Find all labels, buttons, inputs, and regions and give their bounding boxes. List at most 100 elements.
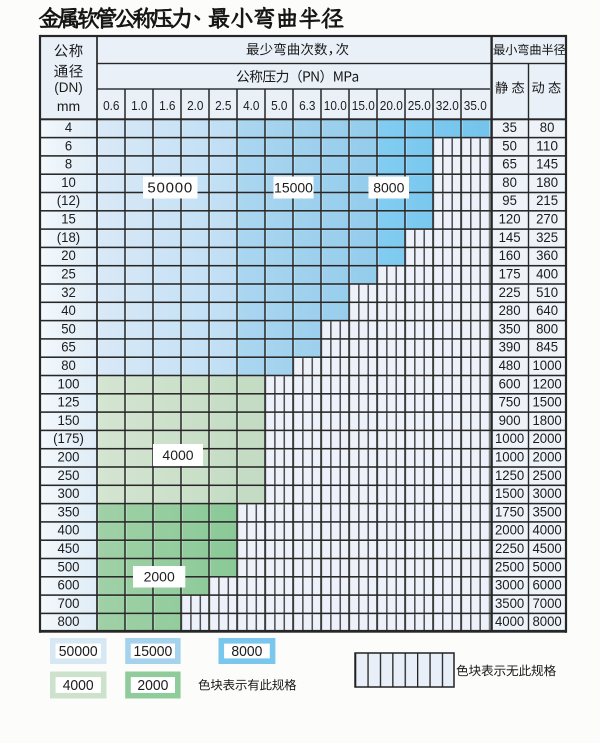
svg-text:0.6: 0.6 [103,98,119,113]
svg-text:50: 50 [61,320,76,336]
svg-text:280: 280 [499,302,521,318]
svg-text:8000: 8000 [231,643,262,660]
svg-text:3500: 3500 [532,503,561,519]
svg-text:7000: 7000 [532,595,561,611]
svg-text:100: 100 [58,375,80,391]
svg-text:200: 200 [58,449,80,465]
svg-text:80: 80 [61,357,76,373]
svg-text:4500: 4500 [532,540,561,556]
svg-text:750: 750 [499,394,521,410]
svg-text:510: 510 [536,284,558,300]
svg-text:480: 480 [499,357,521,373]
svg-text:400: 400 [58,522,80,538]
svg-text:15: 15 [61,211,76,227]
svg-text:800: 800 [58,613,80,629]
svg-text:3500: 3500 [495,595,524,611]
svg-text:15000: 15000 [134,643,173,660]
svg-text:(12): (12) [57,192,80,208]
svg-text:1500: 1500 [532,394,561,410]
svg-text:(18): (18) [57,229,80,245]
svg-text:1800: 1800 [532,412,561,428]
svg-text:2000: 2000 [144,569,175,585]
svg-text:1200: 1200 [532,375,561,391]
svg-text:2500: 2500 [495,558,524,574]
svg-text:20: 20 [61,247,76,263]
svg-text:600: 600 [499,375,521,391]
svg-text:50000: 50000 [147,179,193,196]
svg-text:1250: 1250 [495,467,524,483]
svg-text:2.5: 2.5 [215,98,231,113]
svg-text:mm: mm [57,98,80,114]
svg-text:80: 80 [540,119,555,135]
svg-text:50: 50 [502,137,517,153]
svg-text:(175): (175) [53,430,84,446]
svg-text:3000: 3000 [532,485,561,501]
svg-text:(DN): (DN) [54,80,83,95]
svg-text:8000: 8000 [373,179,404,195]
svg-text:4000: 4000 [495,613,524,629]
svg-text:325: 325 [536,229,558,245]
svg-text:1500: 1500 [495,485,524,501]
svg-text:400: 400 [536,266,558,282]
svg-text:1000: 1000 [532,357,561,373]
svg-text:2000: 2000 [532,449,561,465]
svg-text:2000: 2000 [532,430,561,446]
svg-text:145: 145 [536,156,558,172]
svg-text:5000: 5000 [532,558,561,574]
svg-text:40: 40 [61,302,76,318]
svg-text:125: 125 [58,394,80,410]
svg-text:1750: 1750 [495,503,524,519]
svg-text:65: 65 [61,339,76,355]
svg-text:900: 900 [499,412,521,428]
svg-text:270: 270 [536,211,558,227]
svg-text:80: 80 [502,174,517,190]
svg-text:350: 350 [499,320,521,336]
svg-text:600: 600 [58,577,80,593]
svg-text:1000: 1000 [495,449,524,465]
svg-text:120: 120 [499,211,521,227]
svg-text:640: 640 [536,302,558,318]
svg-text:32.0: 32.0 [436,98,459,113]
svg-text:8: 8 [65,156,72,172]
svg-text:150: 150 [58,412,80,428]
svg-text:10: 10 [61,174,76,190]
svg-text:110: 110 [536,137,558,153]
svg-text:4000: 4000 [532,522,561,538]
svg-text:225: 225 [499,284,521,300]
svg-text:2000: 2000 [137,677,168,694]
svg-text:300: 300 [58,485,80,501]
svg-text:6000: 6000 [532,577,561,593]
svg-text:25: 25 [61,266,76,282]
svg-text:4: 4 [65,119,72,135]
svg-text:450: 450 [58,540,80,556]
svg-text:175: 175 [499,266,521,282]
svg-text:2250: 2250 [495,540,524,556]
svg-text:700: 700 [58,595,80,611]
svg-text:160: 160 [499,247,521,263]
svg-text:32: 32 [61,284,76,300]
svg-text:50000: 50000 [59,643,98,660]
svg-text:35: 35 [502,119,517,135]
svg-text:360: 360 [536,247,558,263]
svg-text:1.0: 1.0 [131,98,147,113]
svg-text:6.3: 6.3 [299,98,315,113]
svg-text:95: 95 [502,192,517,208]
svg-text:500: 500 [58,558,80,574]
svg-text:2500: 2500 [532,467,561,483]
svg-text:15.0: 15.0 [352,98,375,113]
svg-text:180: 180 [536,174,558,190]
svg-text:3000: 3000 [495,577,524,593]
svg-text:215: 215 [536,192,558,208]
svg-text:4000: 4000 [162,447,193,463]
svg-text:25.0: 25.0 [408,98,431,113]
svg-text:1000: 1000 [495,430,524,446]
svg-text:35.0: 35.0 [464,98,487,113]
svg-text:350: 350 [58,503,80,519]
svg-text:2000: 2000 [495,522,524,538]
svg-text:4000: 4000 [63,677,94,694]
svg-text:8000: 8000 [532,613,561,629]
svg-text:5.0: 5.0 [271,98,287,113]
svg-text:6: 6 [65,137,72,153]
svg-text:145: 145 [499,229,521,245]
svg-text:4.0: 4.0 [243,98,259,113]
